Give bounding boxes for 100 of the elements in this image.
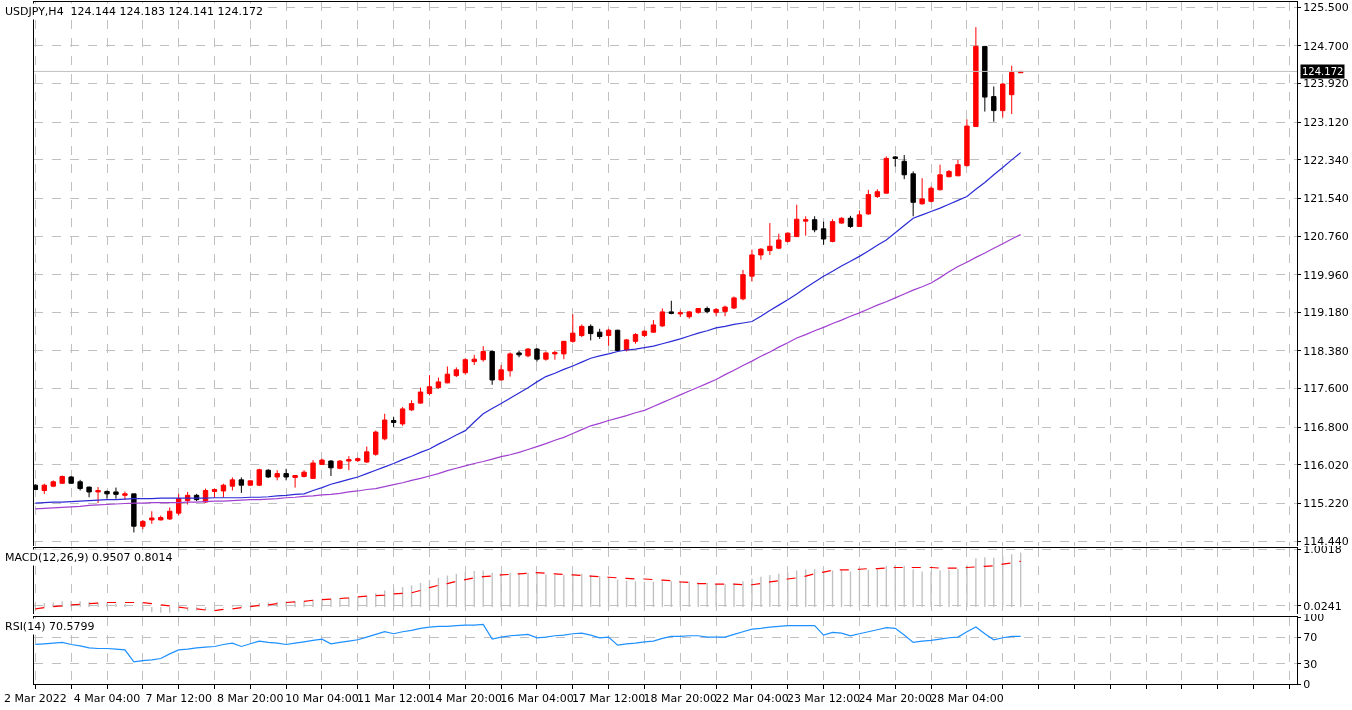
- candlestick: [982, 45, 988, 113]
- y-tick-label: 122.340: [1303, 153, 1349, 167]
- candlestick: [749, 249, 755, 282]
- x-tick-label: 14 Mar 20:00: [428, 692, 503, 706]
- candlestick: [596, 328, 603, 340]
- candlestick: [229, 476, 236, 491]
- candlestick: [892, 155, 898, 168]
- candlestick: [910, 170, 916, 217]
- y-tick-label: 70: [1303, 630, 1318, 644]
- candlestick: [364, 446, 370, 464]
- candlestick: [346, 455, 352, 471]
- candlestick: [507, 351, 513, 378]
- candlestick: [794, 204, 800, 238]
- candlestick: [256, 468, 262, 487]
- candlestick: [570, 313, 576, 344]
- candlestick: [668, 300, 675, 315]
- candlestick: [740, 269, 746, 301]
- candlestick: [480, 345, 486, 363]
- candlestick: [883, 155, 889, 195]
- candlestick: [713, 307, 719, 317]
- x-tick-label: 23 Mar 12:00: [786, 692, 861, 706]
- candlestick: [292, 474, 298, 489]
- candlestick: [785, 231, 791, 243]
- candlestick: [659, 308, 666, 328]
- candlestick: [686, 310, 692, 320]
- candlestick: [355, 457, 361, 463]
- candlestick: [283, 468, 289, 481]
- candlestick: [973, 26, 979, 128]
- y-tick-label: 124.700: [1303, 39, 1349, 53]
- candlestick: [149, 510, 155, 525]
- candlestick: [955, 159, 961, 177]
- candlestick: [838, 216, 845, 225]
- candlestick: [874, 188, 881, 199]
- candlestick: [211, 488, 218, 499]
- y-tick-label: 119.180: [1303, 306, 1349, 320]
- y-tick-label: 0.0241: [1303, 599, 1342, 613]
- candlestick: [59, 475, 65, 485]
- candlestick: [167, 506, 173, 521]
- x-tick-label: 10 Mar 04:00: [285, 692, 359, 706]
- candlestick: [373, 430, 379, 457]
- y-tick-label: 116.800: [1303, 421, 1349, 435]
- y-tick-label: 0: [1303, 677, 1311, 691]
- line-series: [34, 152, 1022, 504]
- y-tick-label: 123.920: [1303, 77, 1349, 91]
- candlestick: [247, 479, 254, 487]
- candlestick: [731, 295, 737, 310]
- x-tick-label: 4 Mar 04:00: [73, 692, 141, 706]
- candlestick: [946, 169, 952, 178]
- candlestick: [426, 374, 433, 396]
- candlestick: [265, 468, 271, 479]
- candlestick: [516, 350, 522, 358]
- candlestick: [677, 309, 683, 318]
- candlestick: [471, 354, 477, 366]
- candlestick: [498, 364, 504, 381]
- candlestick: [525, 347, 531, 358]
- y-tick-label: 123.120: [1303, 116, 1349, 130]
- candlestick: [175, 493, 182, 517]
- candlestick: [399, 406, 406, 427]
- candlestick: [301, 469, 307, 478]
- candlestick: [489, 350, 495, 386]
- chart-title: USDJPY,H4 124.144 124.183 124.141 124.172: [5, 5, 264, 18]
- candlestick: [579, 323, 585, 338]
- candlestick: [937, 164, 943, 191]
- candlestick: [95, 486, 101, 504]
- candlestick: [605, 328, 612, 347]
- candlestick: [417, 387, 424, 405]
- candlestick: [901, 154, 907, 180]
- candlestick: [328, 459, 334, 477]
- candlestick: [140, 519, 146, 530]
- y-tick-label: 119.960: [1303, 268, 1349, 282]
- x-tick-label: 8 Mar 20:00: [217, 692, 284, 706]
- candlestick: [856, 210, 863, 228]
- candlestick: [122, 490, 128, 501]
- candlestick: [650, 319, 657, 334]
- line-series: [34, 234, 1022, 510]
- y-tick-label: 117.600: [1303, 382, 1349, 396]
- candlestick: [758, 247, 764, 261]
- candlestick: [220, 483, 227, 498]
- candlestick: [776, 233, 782, 250]
- candlestick: [552, 350, 558, 361]
- x-tick-label: 7 Mar 12:00: [145, 692, 212, 706]
- candlestick: [991, 85, 997, 123]
- candlestick: [820, 221, 827, 246]
- x-tick-label: 16 Mar 04:00: [500, 692, 574, 706]
- y-tick-label: 30: [1303, 657, 1318, 671]
- candlestick: [104, 490, 110, 500]
- candlestick: [408, 399, 415, 412]
- candlestick: [964, 118, 970, 168]
- chart-title: RSI(14) 70.5799: [5, 620, 95, 633]
- candlestick: [50, 479, 56, 488]
- chart-title: MACD(12,26,9) 0.9507 0.8014: [5, 551, 173, 564]
- y-tick-label: 115.220: [1303, 497, 1349, 511]
- x-tick-label: 24 Mar 20:00: [858, 692, 932, 706]
- ref-line-label: 124.172: [1302, 66, 1344, 77]
- candlestick: [865, 189, 872, 216]
- candlestick: [381, 413, 388, 441]
- candlestick: [829, 218, 836, 243]
- y-tick-label: 118.380: [1303, 344, 1349, 358]
- candlestick: [238, 476, 245, 494]
- x-tick-label: 28 Mar 04:00: [930, 692, 1004, 706]
